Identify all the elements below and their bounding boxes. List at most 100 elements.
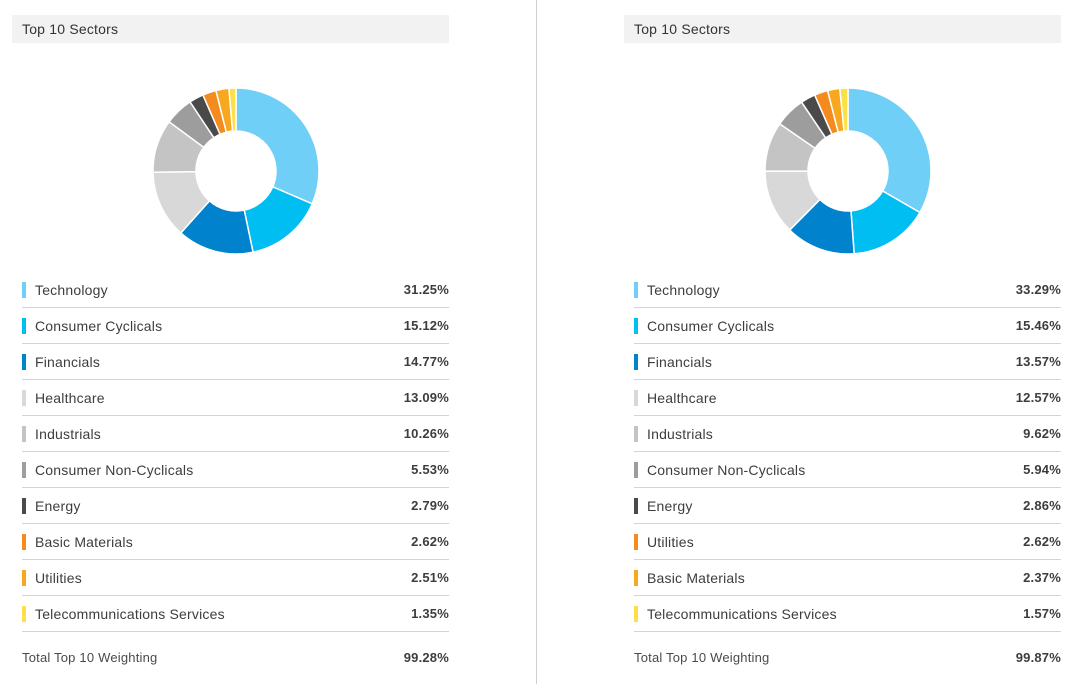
legend-label: Industrials	[35, 425, 102, 442]
legend-label: Healthcare	[35, 389, 105, 406]
donut-slice-telecommunications-services	[228, 87, 237, 132]
legend-row: Technology 31.25%	[22, 272, 449, 308]
legend-swatch	[634, 353, 638, 370]
legend-value: 10.26%	[403, 426, 449, 441]
legend-swatch	[22, 497, 26, 514]
total-value: 99.87%	[1015, 649, 1061, 665]
legend-swatch	[22, 353, 26, 370]
legend-row: Utilities 2.62%	[634, 524, 1061, 560]
donut-chart	[763, 86, 933, 256]
legend-swatch	[22, 533, 26, 550]
legend-value: 5.94%	[1023, 462, 1061, 477]
legend-value: 2.86%	[1023, 498, 1061, 513]
legend-label: Utilities	[35, 569, 82, 586]
legend-row: Basic Materials 2.37%	[634, 560, 1061, 596]
legend-label: Consumer Cyclicals	[647, 317, 775, 334]
legend-row: Telecommunications Services 1.57%	[634, 596, 1061, 632]
legend-label: Consumer Non-Cyclicals	[35, 461, 194, 478]
legend-value: 14.77%	[403, 354, 449, 369]
legend-label: Energy	[647, 497, 693, 514]
legend-swatch	[634, 425, 638, 442]
legend-row: Utilities 2.51%	[22, 560, 449, 596]
legend-row: Consumer Non-Cyclicals 5.94%	[634, 452, 1061, 488]
legend-row: Industrials 9.62%	[634, 416, 1061, 452]
legend-swatch	[634, 533, 638, 550]
legend-label: Basic Materials	[35, 533, 133, 550]
legend-swatch	[22, 461, 26, 478]
legend-value: 2.62%	[411, 534, 449, 549]
legend-swatch	[634, 281, 638, 298]
legend-value: 2.62%	[1023, 534, 1061, 549]
legend-row: Consumer Cyclicals 15.46%	[634, 308, 1061, 344]
panel-divider	[536, 0, 537, 684]
panel-title: Top 10 Sectors	[624, 15, 1061, 43]
legend-value: 1.57%	[1023, 606, 1061, 621]
sector-legend: Technology 33.29% Consumer Cyclicals 15.…	[634, 272, 1061, 682]
legend-row: Industrials 10.26%	[22, 416, 449, 452]
legend-row: Basic Materials 2.62%	[22, 524, 449, 560]
total-label: Total Top 10 Weighting	[22, 649, 158, 665]
legend-swatch	[634, 389, 638, 406]
legend-label: Consumer Cyclicals	[35, 317, 163, 334]
legend-label: Healthcare	[647, 389, 717, 406]
legend-value: 1.35%	[411, 606, 449, 621]
donut-slice-technology	[235, 87, 320, 205]
total-value: 99.28%	[403, 649, 449, 665]
legend-value: 2.37%	[1023, 570, 1061, 585]
legend-label: Basic Materials	[647, 569, 745, 586]
total-label: Total Top 10 Weighting	[634, 649, 770, 665]
legend-label: Energy	[35, 497, 81, 514]
legend-swatch	[22, 569, 26, 586]
panel-title: Top 10 Sectors	[12, 15, 449, 43]
legend-label: Technology	[647, 281, 720, 298]
legend-row: Technology 33.29%	[634, 272, 1061, 308]
legend-row: Financials 14.77%	[22, 344, 449, 380]
legend-label: Consumer Non-Cyclicals	[647, 461, 806, 478]
legend-row: Financials 13.57%	[634, 344, 1061, 380]
sector-panel-left: Top 10 Sectors Technology 31.25% Consume…	[12, 15, 449, 665]
legend-value: 15.46%	[1015, 318, 1061, 333]
legend-swatch	[634, 497, 638, 514]
legend-value: 31.25%	[403, 282, 449, 297]
legend-label: Industrials	[647, 425, 714, 442]
donut-svg	[152, 87, 320, 255]
legend-value: 13.57%	[1015, 354, 1061, 369]
legend-label: Financials	[35, 353, 101, 370]
legend-swatch	[22, 317, 26, 334]
legend-label: Telecommunications Services	[647, 605, 837, 622]
legend-swatch	[634, 605, 638, 622]
legend-value: 2.79%	[411, 498, 449, 513]
legend-value: 9.62%	[1023, 426, 1061, 441]
legend-swatch	[634, 317, 638, 334]
legend-value: 12.57%	[1015, 390, 1061, 405]
legend-value: 13.09%	[403, 390, 449, 405]
total-row: Total Top 10 Weighting 99.28%	[22, 632, 449, 682]
legend-value: 5.53%	[411, 462, 449, 477]
legend-swatch	[22, 605, 26, 622]
legend-value: 33.29%	[1015, 282, 1061, 297]
legend-row: Energy 2.79%	[22, 488, 449, 524]
sector-legend: Technology 31.25% Consumer Cyclicals 15.…	[22, 272, 449, 682]
legend-value: 2.51%	[411, 570, 449, 585]
legend-row: Healthcare 13.09%	[22, 380, 449, 416]
legend-row: Consumer Non-Cyclicals 5.53%	[22, 452, 449, 488]
donut-svg	[764, 87, 932, 255]
legend-row: Healthcare 12.57%	[634, 380, 1061, 416]
legend-label: Utilities	[647, 533, 694, 550]
donut-chart	[151, 86, 321, 256]
legend-swatch	[22, 389, 26, 406]
legend-row: Energy 2.86%	[634, 488, 1061, 524]
legend-label: Financials	[647, 353, 713, 370]
legend-row: Telecommunications Services 1.35%	[22, 596, 449, 632]
legend-swatch	[22, 281, 26, 298]
legend-swatch	[22, 425, 26, 442]
legend-swatch	[634, 569, 638, 586]
legend-row: Consumer Cyclicals 15.12%	[22, 308, 449, 344]
legend-label: Telecommunications Services	[35, 605, 225, 622]
legend-swatch	[634, 461, 638, 478]
legend-label: Technology	[35, 281, 108, 298]
legend-value: 15.12%	[403, 318, 449, 333]
donut-slice-telecommunications-services	[838, 87, 849, 133]
total-row: Total Top 10 Weighting 99.87%	[634, 632, 1061, 682]
